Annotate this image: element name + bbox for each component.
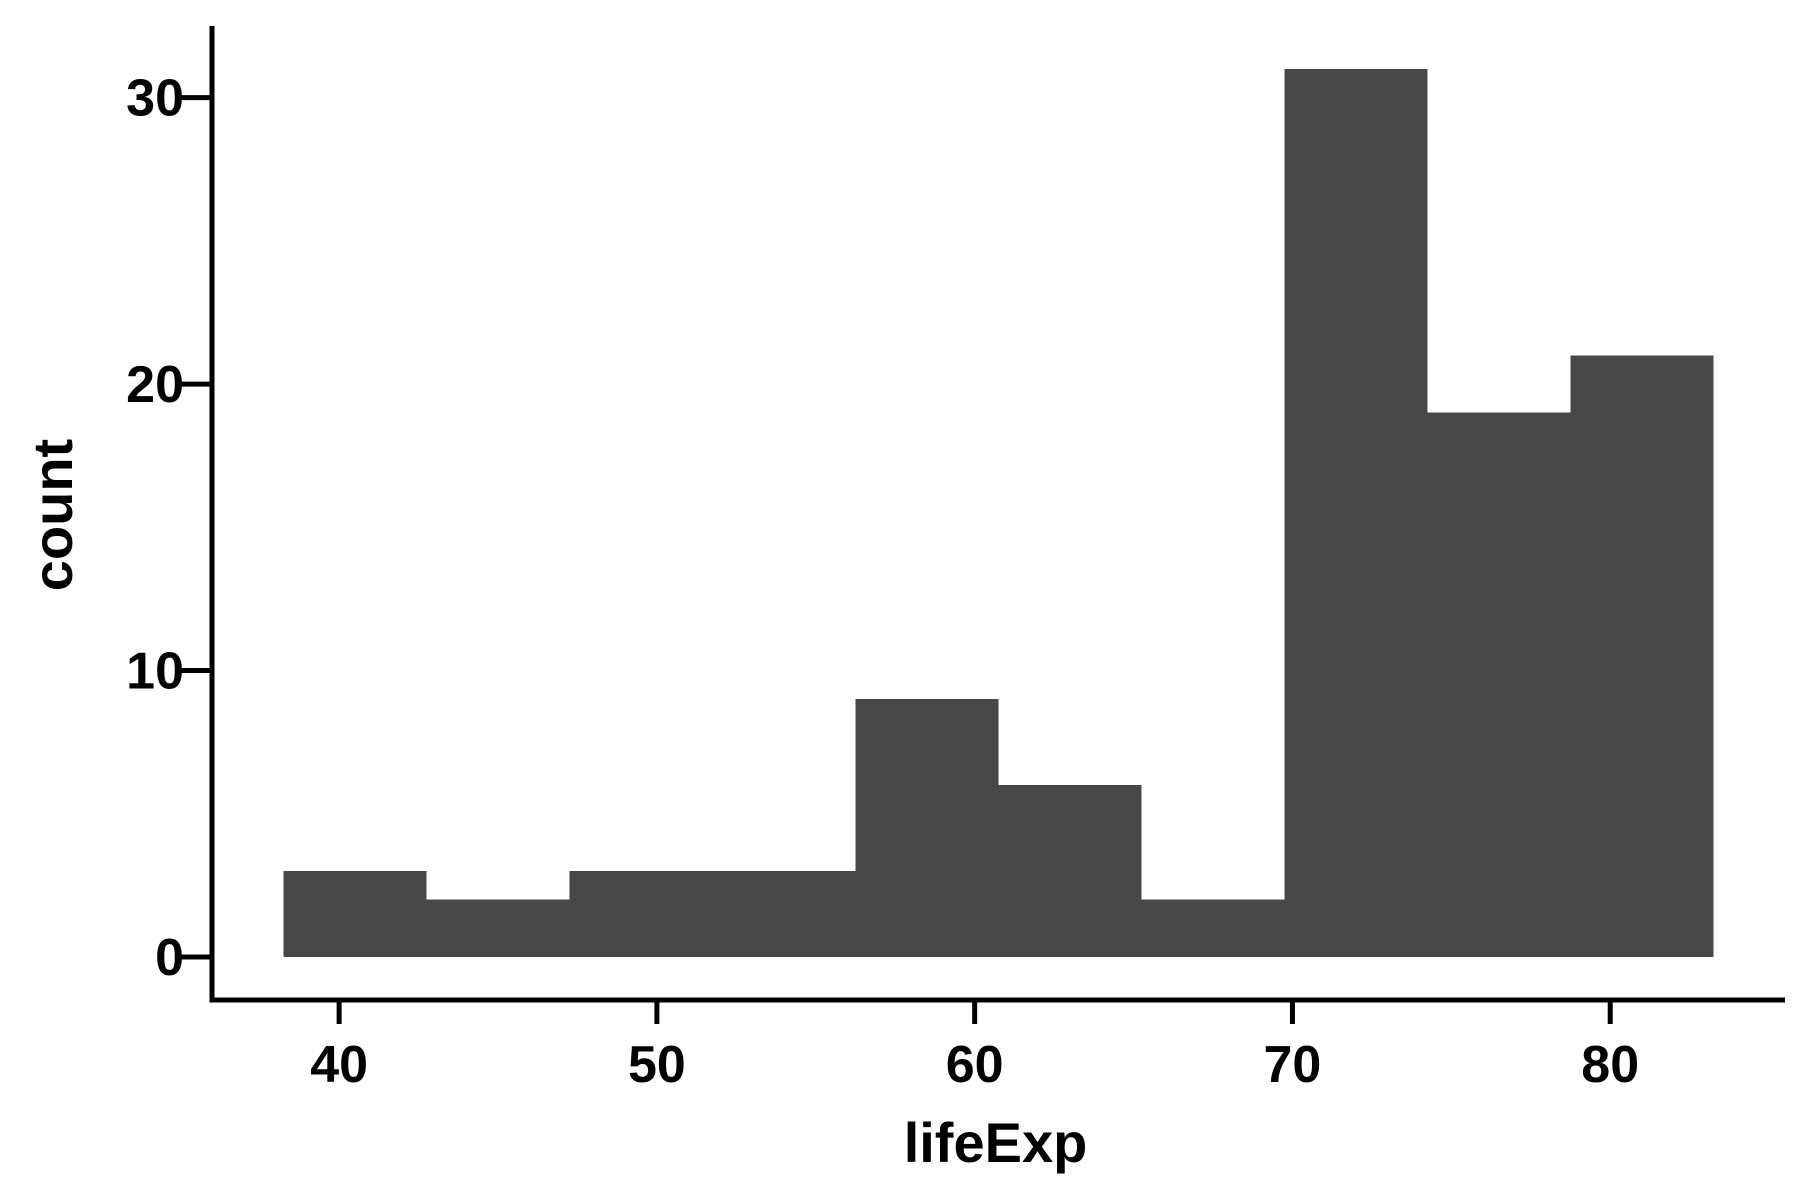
histogram-bar	[1427, 412, 1571, 958]
x-tick-label: 80	[1581, 1036, 1639, 1094]
x-axis-title: lifeExp	[904, 1111, 1088, 1174]
x-tick-label: 70	[1264, 1036, 1322, 1094]
y-tick-label: 30	[126, 70, 184, 128]
axes-layer	[209, 26, 1785, 1003]
histogram-bar	[855, 699, 999, 958]
y-ticks-layer: 0 10 20 30	[126, 70, 212, 987]
y-tick-label: 10	[126, 643, 184, 701]
histogram-bar	[1570, 355, 1714, 958]
x-tick-label: 40	[310, 1036, 368, 1094]
x-tick-label: 60	[946, 1036, 1004, 1094]
y-tick-label: 20	[126, 356, 184, 414]
histogram-bar	[283, 871, 427, 958]
x-ticks-layer: 40 50 60 70 80	[310, 1000, 1639, 1094]
histogram-bar	[1284, 68, 1428, 958]
histogram-bar	[569, 871, 713, 958]
histogram-bar	[712, 871, 856, 958]
histogram-bar	[1141, 899, 1285, 958]
x-tick-label: 50	[628, 1036, 686, 1094]
y-axis-title: count	[21, 439, 84, 591]
histogram-bar	[426, 899, 570, 958]
histogram-bar	[998, 785, 1142, 958]
bars-layer	[283, 68, 1714, 958]
y-tick-label: 0	[155, 929, 184, 987]
